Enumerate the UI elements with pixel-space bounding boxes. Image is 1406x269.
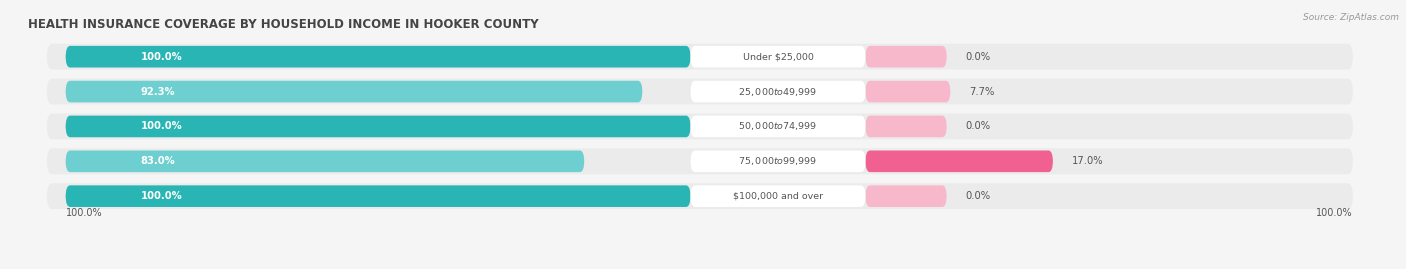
Text: 100.0%: 100.0%	[141, 52, 183, 62]
FancyBboxPatch shape	[46, 79, 1353, 104]
FancyBboxPatch shape	[866, 46, 946, 68]
FancyBboxPatch shape	[46, 44, 1353, 70]
FancyBboxPatch shape	[690, 81, 866, 102]
Text: 100.0%: 100.0%	[1316, 208, 1353, 218]
FancyBboxPatch shape	[66, 185, 690, 207]
FancyBboxPatch shape	[690, 150, 866, 172]
FancyBboxPatch shape	[866, 150, 1053, 172]
FancyBboxPatch shape	[866, 116, 946, 137]
Text: 92.3%: 92.3%	[141, 87, 176, 97]
FancyBboxPatch shape	[46, 183, 1353, 209]
FancyBboxPatch shape	[66, 46, 690, 68]
Text: Source: ZipAtlas.com: Source: ZipAtlas.com	[1303, 13, 1399, 22]
FancyBboxPatch shape	[46, 114, 1353, 139]
FancyBboxPatch shape	[66, 116, 690, 137]
Text: Under $25,000: Under $25,000	[742, 52, 814, 61]
Text: 100.0%: 100.0%	[66, 208, 103, 218]
FancyBboxPatch shape	[690, 185, 866, 207]
FancyBboxPatch shape	[66, 150, 585, 172]
Text: 0.0%: 0.0%	[966, 121, 991, 132]
FancyBboxPatch shape	[66, 81, 643, 102]
Text: $50,000 to $74,999: $50,000 to $74,999	[738, 121, 817, 132]
Text: 100.0%: 100.0%	[141, 191, 183, 201]
Text: 7.7%: 7.7%	[969, 87, 994, 97]
Text: HEALTH INSURANCE COVERAGE BY HOUSEHOLD INCOME IN HOOKER COUNTY: HEALTH INSURANCE COVERAGE BY HOUSEHOLD I…	[28, 17, 538, 31]
FancyBboxPatch shape	[866, 185, 946, 207]
FancyBboxPatch shape	[46, 148, 1353, 174]
FancyBboxPatch shape	[690, 116, 866, 137]
Text: 83.0%: 83.0%	[141, 156, 176, 166]
Text: 100.0%: 100.0%	[141, 121, 183, 132]
Text: $75,000 to $99,999: $75,000 to $99,999	[738, 155, 817, 167]
Text: 0.0%: 0.0%	[966, 52, 991, 62]
Text: $25,000 to $49,999: $25,000 to $49,999	[738, 86, 817, 98]
Text: 0.0%: 0.0%	[966, 191, 991, 201]
FancyBboxPatch shape	[866, 81, 950, 102]
Text: $100,000 and over: $100,000 and over	[733, 192, 823, 201]
Text: 17.0%: 17.0%	[1071, 156, 1104, 166]
FancyBboxPatch shape	[690, 46, 866, 68]
